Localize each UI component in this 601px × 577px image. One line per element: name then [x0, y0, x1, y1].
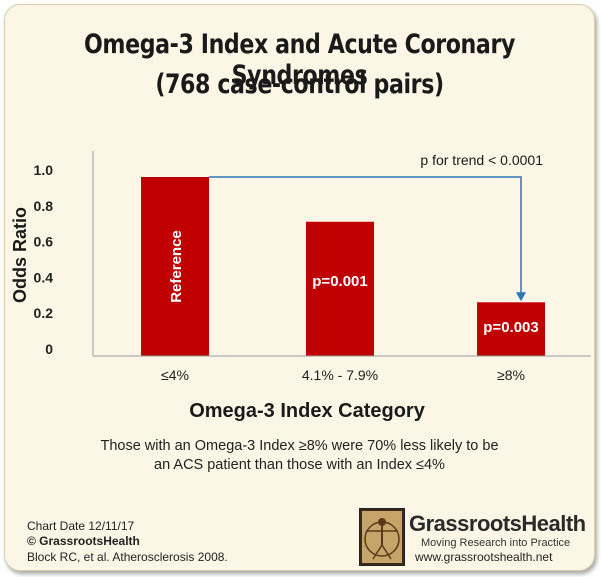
copyright: © GrassrootsHealth — [27, 534, 140, 548]
trend-annotation: p for trend < 0.0001 — [420, 152, 543, 168]
chart-title: Omega-3 Index and Acute Coronary Syndrom… — [84, 29, 515, 91]
bar-data-label: p=0.001 — [312, 273, 367, 290]
logo-name: GrassrootsHealth — [409, 511, 586, 536]
caption: Those with an Omega-3 Index ≥8% were 70%… — [5, 437, 594, 475]
chart-date: Chart Date 12/11/17 — [27, 519, 135, 533]
logo-tagline: Moving Research into Practice — [421, 537, 571, 549]
bar — [477, 302, 545, 356]
y-tick-label: 0.6 — [34, 234, 54, 250]
y-tick-label: 0.8 — [34, 198, 54, 214]
y-tick-label: 0.2 — [34, 305, 54, 321]
reference-citation: Block RC, et al. Atherosclerosis 2008. — [27, 550, 228, 564]
y-tick-label: 1.0 — [34, 162, 54, 178]
y-tick-label: 0 — [45, 341, 53, 357]
bar-chart: Reference p=0.001 p=0.003 1.0 0.8 0.6 0.4 0.2 0… — [10, 151, 591, 422]
x-axis-title: Omega-3 Index Category — [189, 400, 426, 422]
bar — [306, 221, 374, 356]
y-tick-label: 0.4 — [34, 269, 54, 285]
logo-url[interactable]: www.grassrootshealth.net — [415, 550, 553, 564]
bar — [141, 177, 209, 356]
chart-card: Omega-3 Index and Acute Coronary Syndrom… — [4, 4, 595, 571]
x-tick-label: 4.1% - 7.9% — [302, 367, 378, 383]
vitruvian-logo-icon — [359, 508, 405, 566]
trend-arrowhead-icon — [516, 292, 526, 302]
trend-arrow-line — [209, 176, 522, 295]
chart-subtitle: (768 case-control pairs) — [155, 69, 444, 100]
bar-data-label: Reference — [168, 230, 185, 303]
caption-line-2: an ACS patient than those with an Index … — [154, 457, 445, 473]
x-tick-label: ≥8% — [497, 367, 525, 383]
caption-line-1: Those with an Omega-3 Index ≥8% were 70%… — [100, 438, 499, 454]
x-tick-label: ≤4% — [161, 367, 189, 383]
bar-data-label: p=0.003 — [483, 319, 538, 336]
y-axis-title: Odds Ratio — [10, 207, 30, 303]
